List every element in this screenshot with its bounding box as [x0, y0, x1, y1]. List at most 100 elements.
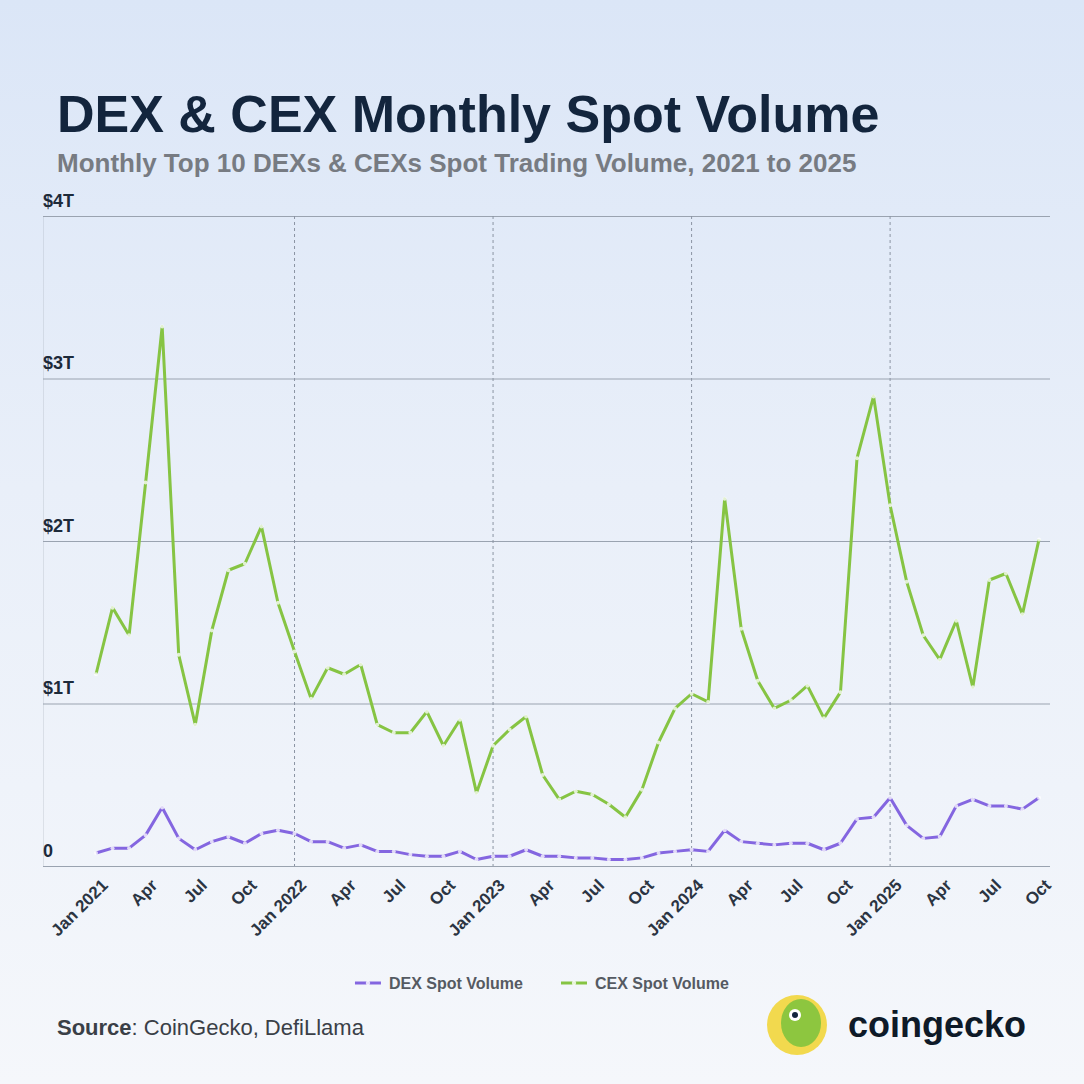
series-point [210, 840, 214, 844]
series-point [259, 832, 263, 836]
series-point [607, 802, 611, 806]
series-point [243, 841, 247, 845]
series-point [954, 619, 958, 623]
series-point [590, 856, 594, 860]
series-point [756, 679, 760, 683]
series-point [921, 633, 925, 637]
series-point [557, 854, 561, 858]
x-tick: Oct [227, 876, 261, 910]
series-point [144, 833, 148, 837]
x-tick-label: Apr [127, 876, 161, 910]
series-point [690, 692, 694, 696]
x-tick: Jan 2021 [48, 876, 112, 940]
series-point [905, 823, 909, 827]
series-point [425, 710, 429, 714]
series-point [243, 562, 247, 566]
series-point [723, 828, 727, 832]
year-dividers [295, 216, 891, 866]
series-point [971, 797, 975, 801]
series-point [342, 846, 346, 850]
series-point [987, 804, 991, 808]
series-point [872, 394, 876, 398]
legend-marker [572, 981, 576, 985]
series-point [491, 744, 495, 748]
legend: DEX Spot VolumeCEX Spot Volume [355, 975, 729, 992]
series-point [1037, 796, 1041, 800]
series-point [822, 716, 826, 720]
series-point [838, 841, 842, 845]
x-tick-label: Jul [577, 876, 608, 907]
y-tick-label: $2T [43, 516, 74, 536]
series-point [590, 793, 594, 797]
year-divider [493, 216, 494, 866]
series-point [971, 685, 975, 689]
x-tick-label: Jul [379, 876, 410, 907]
series-line [96, 798, 1039, 860]
series-point [855, 817, 859, 821]
year-divider [691, 216, 692, 866]
x-tick: Oct [823, 876, 857, 910]
grid-line [43, 704, 1050, 705]
series-point [772, 706, 776, 710]
series-point [226, 835, 230, 839]
series-point [160, 325, 164, 329]
x-tick: Jan 2023 [445, 876, 509, 940]
plot-marks [94, 325, 1041, 862]
y-tick: $3T [43, 353, 1050, 379]
series-point [954, 804, 958, 808]
series-point [574, 789, 578, 793]
series-point [1037, 537, 1041, 541]
series-point [293, 650, 297, 654]
series-point [822, 848, 826, 852]
series-point [673, 706, 677, 710]
series-point [623, 858, 627, 862]
series-point [276, 601, 280, 605]
series-point [640, 788, 644, 792]
x-tick-label: Jan 2025 [842, 876, 906, 940]
series-point [425, 854, 429, 858]
series-point [475, 791, 479, 795]
subtitle: Monthly Top 10 DEXs & CEXs Spot Trading … [57, 148, 856, 178]
y-tick: 0 [43, 841, 1050, 867]
series-point [491, 854, 495, 858]
grid-line [43, 216, 1050, 217]
series-point [359, 663, 363, 667]
logo [767, 995, 827, 1055]
series-point [94, 672, 98, 676]
x-tick-label: Jan 2023 [445, 876, 509, 940]
x-tick: Jul [776, 876, 807, 907]
title: DEX & CEX Monthly Spot Volume [57, 85, 879, 143]
year-divider [294, 216, 295, 866]
series-point [838, 690, 842, 694]
x-tick: Apr [127, 876, 161, 910]
series-point [921, 836, 925, 840]
x-tick: Oct [426, 876, 460, 910]
series-point [723, 497, 727, 501]
y-axis: 0$1T$2T$3T$4T [43, 191, 1050, 867]
x-tick-label: Jul [974, 876, 1005, 907]
series-point [1020, 612, 1024, 616]
logo-text: coingecko [848, 1004, 1026, 1045]
series-point [888, 796, 892, 800]
x-tick-label: Jul [776, 876, 807, 907]
series-point [508, 728, 512, 732]
series-point [805, 841, 809, 845]
legend-swatch [355, 982, 381, 985]
x-tick-label: Apr [921, 876, 955, 910]
series-point [640, 856, 644, 860]
series-point [193, 848, 197, 852]
series-point [441, 744, 445, 748]
x-tick-label: Jan 2022 [246, 876, 310, 940]
grid-line [43, 379, 1050, 380]
legend-swatch [561, 982, 587, 985]
y-tick-label: 0 [43, 841, 53, 861]
series-point [756, 841, 760, 845]
series-point [293, 832, 297, 836]
series-point [160, 806, 164, 810]
series-point [408, 853, 412, 857]
series-point [111, 606, 115, 610]
x-tick-label: Apr [723, 876, 757, 910]
series-point [739, 840, 743, 844]
series-point [144, 481, 148, 485]
series-point [739, 627, 743, 631]
